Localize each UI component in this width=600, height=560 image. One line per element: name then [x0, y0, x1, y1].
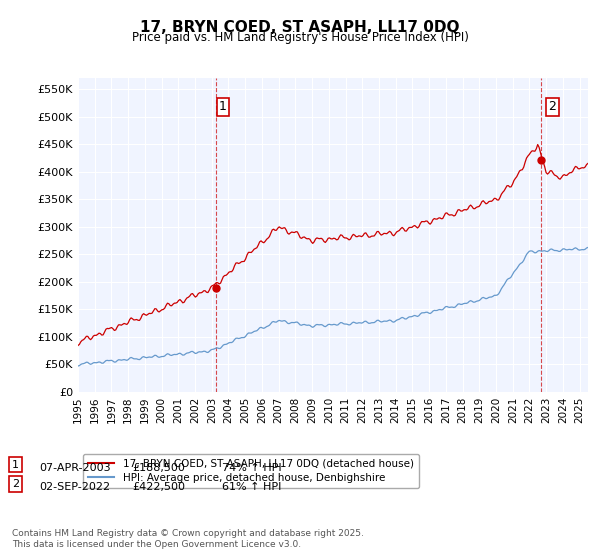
Text: 2: 2: [548, 100, 556, 113]
Text: 17, BRYN COED, ST ASAPH, LL17 0DQ: 17, BRYN COED, ST ASAPH, LL17 0DQ: [140, 20, 460, 35]
Legend: 17, BRYN COED, ST ASAPH, LL17 0DQ (detached house), HPI: Average price, detached: 17, BRYN COED, ST ASAPH, LL17 0DQ (detac…: [83, 454, 419, 488]
Text: 61% ↑ HPI: 61% ↑ HPI: [222, 482, 281, 492]
Text: 1: 1: [12, 460, 19, 470]
Text: 07-APR-2003: 07-APR-2003: [39, 463, 110, 473]
Text: 74% ↑ HPI: 74% ↑ HPI: [222, 463, 281, 473]
Text: Contains HM Land Registry data © Crown copyright and database right 2025.
This d: Contains HM Land Registry data © Crown c…: [12, 529, 364, 549]
Text: 2: 2: [12, 479, 19, 489]
Text: 02-SEP-2022: 02-SEP-2022: [39, 482, 110, 492]
Text: 1: 1: [219, 100, 227, 113]
Text: Price paid vs. HM Land Registry's House Price Index (HPI): Price paid vs. HM Land Registry's House …: [131, 31, 469, 44]
Text: £422,500: £422,500: [132, 482, 185, 492]
Text: £188,500: £188,500: [132, 463, 185, 473]
